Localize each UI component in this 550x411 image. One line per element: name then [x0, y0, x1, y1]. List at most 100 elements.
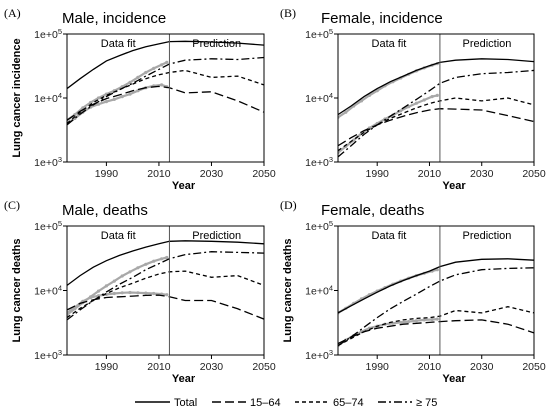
x-axis-title: Year — [442, 373, 466, 385]
observed-point — [128, 290, 132, 295]
observed-point — [422, 98, 426, 102]
x-tick-label: 1990 — [95, 361, 119, 373]
y-tick-label: 1e+05 — [305, 27, 333, 41]
x-tick-label: 2050 — [252, 361, 276, 373]
series-line-3 — [67, 251, 264, 321]
x-tick-label: 1990 — [95, 168, 119, 180]
x-tick-label: 1990 — [366, 168, 390, 180]
observed-point — [399, 320, 403, 324]
observed-point — [430, 95, 434, 99]
y-axis-title: Lung cancer incidence — [11, 38, 23, 157]
x-tick-label: 2010 — [418, 361, 442, 373]
x-tick-label: 2050 — [252, 168, 276, 180]
observed-point — [352, 138, 356, 142]
series-line-3 — [338, 267, 534, 347]
observed-point — [112, 97, 116, 101]
observed-point — [160, 83, 164, 87]
data-fit-label: Data fit — [372, 38, 407, 50]
observed-point — [435, 317, 439, 321]
legend-label: Total — [174, 397, 197, 409]
y-tick-label: 1e+05 — [34, 27, 62, 41]
observed-point — [414, 101, 418, 105]
x-axis-title: Year — [442, 180, 466, 192]
observed-point — [399, 109, 403, 113]
observed-point — [128, 92, 132, 96]
x-tick-label: 2010 — [418, 168, 442, 180]
observed-data — [338, 268, 439, 348]
observed-point — [104, 100, 108, 104]
series-line-0 — [338, 258, 534, 314]
observed-point — [160, 257, 164, 261]
observed-point — [435, 93, 439, 97]
y-tick-label: 1e+04 — [34, 91, 62, 105]
series-line-2 — [338, 306, 534, 347]
panel-letter: (D) — [280, 198, 297, 212]
y-axis-title: Lung cancer deaths — [11, 239, 23, 343]
x-tick-label: 2030 — [200, 361, 224, 373]
panel-letter: (C) — [4, 198, 20, 212]
observed-point — [73, 307, 77, 311]
y-axis-title: Lung cancer deaths — [282, 239, 294, 343]
observed-point — [96, 102, 101, 106]
observed-point — [104, 284, 108, 288]
series-line-3 — [67, 56, 264, 126]
plot-frame — [337, 225, 535, 356]
observed-point — [136, 75, 140, 79]
panel-letter: (A) — [4, 6, 21, 20]
legend-label: 65–74 — [333, 397, 364, 409]
panel-2: (C) Male, deaths Data fit Prediction 1990 201… — [4, 198, 276, 385]
series-line-1 — [338, 108, 534, 147]
observed-point — [144, 291, 148, 295]
observed-point — [407, 320, 411, 324]
observed-point — [120, 274, 124, 278]
observed-point — [407, 105, 411, 109]
observed-point — [96, 289, 101, 293]
x-tick-label: 2010 — [147, 361, 171, 373]
data-fit-label: Data fit — [101, 38, 136, 50]
x-tick-label: 1990 — [366, 361, 390, 373]
observed-point — [375, 89, 379, 93]
legend-item: Total — [135, 397, 197, 409]
legend-label: ≥ 75 — [416, 397, 437, 409]
data-fit-label: Data fit — [101, 230, 136, 242]
y-tick-label: 1e+05 — [34, 219, 62, 233]
data-fit-label: Data fit — [372, 230, 407, 242]
y-tick-label: 1e+04 — [305, 91, 333, 105]
observed-point — [165, 293, 169, 297]
panels: (A) Male, incidence Data fit Prediction 1990… — [4, 6, 546, 385]
series-line-1 — [338, 319, 534, 345]
model-series — [67, 240, 264, 321]
panel-3: (D) Female, deaths Data fit Prediction 1990 2… — [280, 198, 546, 385]
observed-series-1 — [338, 318, 438, 347]
observed-point — [435, 268, 439, 272]
prediction-label: Prediction — [462, 38, 511, 50]
legend-item: ≥ 75 — [378, 397, 437, 409]
observed-point — [89, 295, 93, 299]
observed-point — [152, 259, 156, 263]
panel-0: (A) Male, incidence Data fit Prediction 1990… — [4, 6, 276, 192]
y-tick-label: 1e+03 — [305, 348, 333, 362]
observed-point — [422, 318, 426, 322]
observed-point — [144, 70, 148, 75]
prediction-label: Prediction — [192, 230, 241, 242]
observed-point — [160, 63, 164, 67]
observed-series-0 — [338, 62, 438, 119]
observed-point — [128, 80, 132, 84]
observed-point — [136, 266, 140, 270]
observed-point — [136, 291, 140, 295]
y-tick-label: 1e+03 — [34, 348, 62, 362]
observed-point — [112, 291, 116, 296]
observed-point — [96, 96, 101, 100]
x-tick-label: 2030 — [470, 168, 494, 180]
x-tick-label: 2050 — [522, 361, 546, 373]
observed-point — [120, 291, 124, 295]
legend-item: 15–64 — [212, 397, 281, 409]
x-tick-label: 2050 — [522, 168, 546, 180]
observed-point — [152, 66, 156, 70]
y-tick-label: 1e+04 — [305, 284, 333, 298]
series-line-3 — [338, 69, 534, 158]
panel-title: Female, deaths — [321, 202, 424, 219]
observed-point — [344, 110, 348, 114]
series-line-0 — [338, 58, 534, 116]
